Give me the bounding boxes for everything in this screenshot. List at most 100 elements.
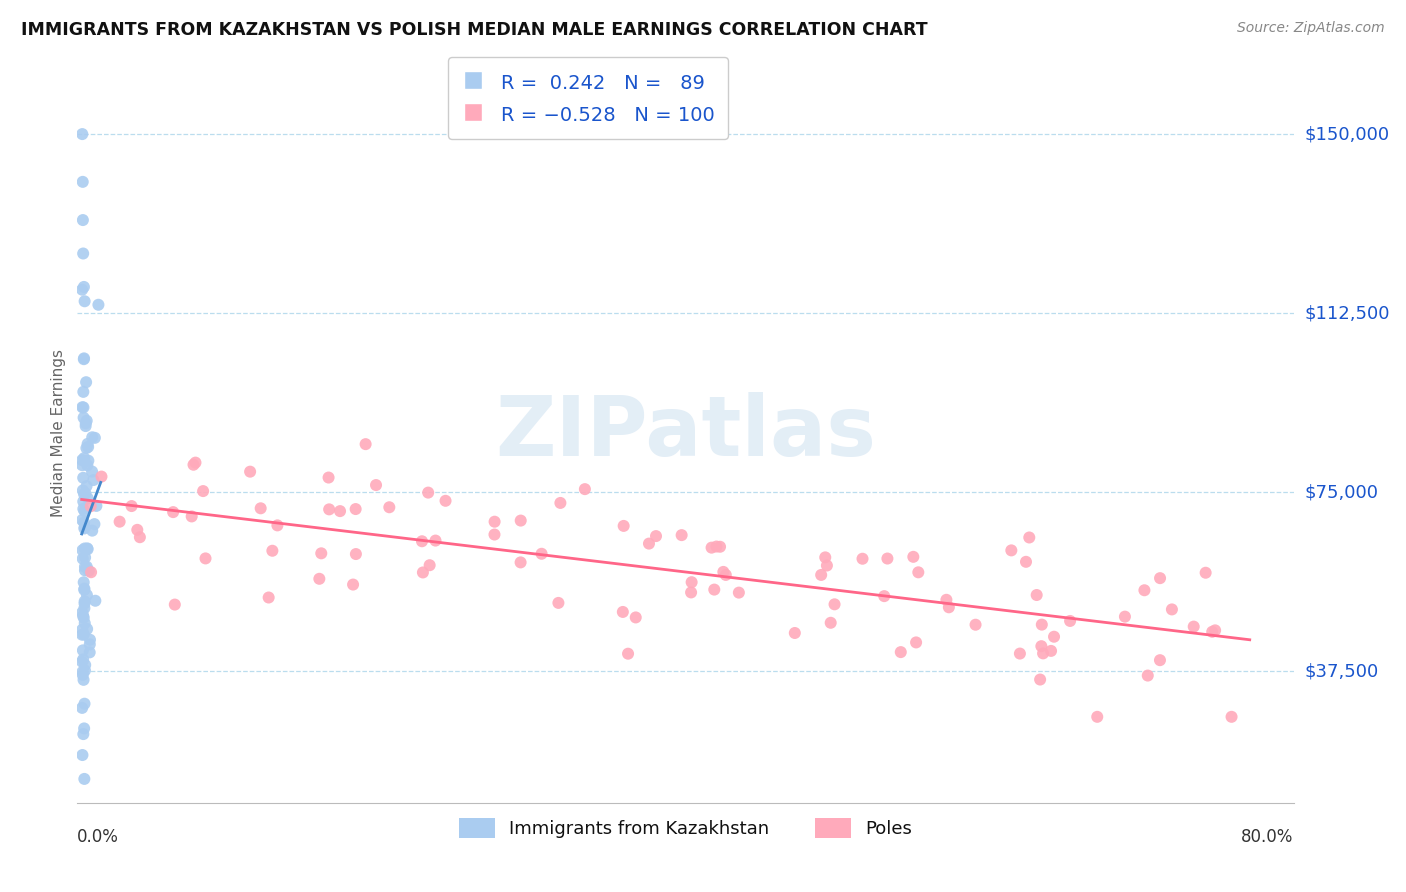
- Point: [72, 668, 94, 682]
- Text: $37,500: $37,500: [1305, 663, 1379, 681]
- Point: [873, 589, 896, 603]
- Point: [76, 542, 98, 557]
- Point: [1029, 673, 1052, 687]
- Point: [1025, 588, 1047, 602]
- Point: [711, 565, 734, 579]
- Point: [681, 575, 703, 590]
- Point: [645, 529, 668, 543]
- Point: [121, 499, 143, 513]
- Point: [73, 559, 96, 574]
- Point: [73, 521, 96, 535]
- Point: [70, 513, 93, 527]
- Point: [308, 572, 330, 586]
- Point: [73, 516, 96, 530]
- Point: [1032, 646, 1054, 660]
- Point: [309, 546, 332, 560]
- Text: $150,000: $150,000: [1305, 125, 1389, 143]
- Point: [73, 601, 96, 615]
- Point: [706, 540, 728, 554]
- Point: [262, 543, 284, 558]
- Point: [411, 534, 433, 549]
- Point: [484, 527, 506, 541]
- Point: [72, 623, 94, 637]
- Point: [814, 550, 837, 565]
- Point: [73, 722, 96, 736]
- Point: [876, 551, 898, 566]
- Text: ZIPatlas: ZIPatlas: [495, 392, 876, 473]
- Point: [890, 645, 912, 659]
- Point: [76, 622, 98, 636]
- Point: [84, 593, 107, 607]
- Point: [72, 410, 94, 425]
- Point: [73, 294, 96, 309]
- Point: [72, 501, 94, 516]
- Point: [73, 352, 96, 367]
- Point: [509, 514, 531, 528]
- Point: [1149, 571, 1171, 585]
- Point: [83, 431, 105, 445]
- Point: [73, 582, 96, 597]
- Point: [77, 440, 100, 454]
- Point: [75, 375, 97, 389]
- Point: [329, 504, 352, 518]
- Point: [418, 485, 440, 500]
- Point: [239, 465, 262, 479]
- Point: [76, 479, 98, 493]
- Point: [73, 541, 96, 556]
- Point: [72, 643, 94, 657]
- Point: [783, 626, 806, 640]
- Point: [73, 520, 96, 534]
- Point: [378, 500, 401, 515]
- Point: [1018, 531, 1040, 545]
- Point: [344, 547, 367, 561]
- Point: [75, 417, 97, 431]
- Point: [1201, 624, 1223, 639]
- Point: [73, 582, 96, 596]
- Point: [612, 605, 634, 619]
- Point: [183, 458, 205, 472]
- Point: [73, 597, 96, 611]
- Point: [72, 673, 94, 687]
- Point: [73, 664, 96, 678]
- Point: [935, 592, 957, 607]
- Point: [484, 515, 506, 529]
- Point: [700, 541, 723, 555]
- Point: [72, 401, 94, 415]
- Point: [412, 566, 434, 580]
- Point: [75, 486, 97, 500]
- Point: [70, 655, 93, 669]
- Point: [703, 582, 725, 597]
- Text: $112,500: $112,500: [1305, 304, 1391, 322]
- Point: [810, 568, 832, 582]
- Point: [547, 596, 569, 610]
- Point: [1031, 639, 1053, 653]
- Point: [75, 550, 97, 565]
- Point: [509, 555, 531, 569]
- Point: [72, 543, 94, 558]
- Point: [709, 540, 731, 554]
- Point: [364, 478, 387, 492]
- Point: [75, 441, 97, 455]
- Point: [79, 632, 101, 647]
- Point: [425, 533, 447, 548]
- Point: [77, 453, 100, 467]
- Point: [180, 509, 202, 524]
- Point: [728, 585, 751, 599]
- Point: [72, 483, 94, 498]
- Point: [80, 499, 103, 513]
- Point: [354, 437, 377, 451]
- Point: [76, 458, 98, 473]
- Point: [617, 647, 640, 661]
- Point: [318, 502, 340, 516]
- Text: Source: ZipAtlas.com: Source: ZipAtlas.com: [1237, 21, 1385, 35]
- Point: [72, 608, 94, 623]
- Point: [342, 577, 364, 591]
- Point: [73, 351, 96, 366]
- Point: [90, 469, 112, 483]
- Point: [1114, 609, 1136, 624]
- Point: [80, 566, 103, 580]
- Point: [70, 628, 93, 642]
- Point: [266, 518, 288, 533]
- Legend: Immigrants from Kazakhstan, Poles: Immigrants from Kazakhstan, Poles: [451, 810, 920, 846]
- Point: [905, 635, 928, 649]
